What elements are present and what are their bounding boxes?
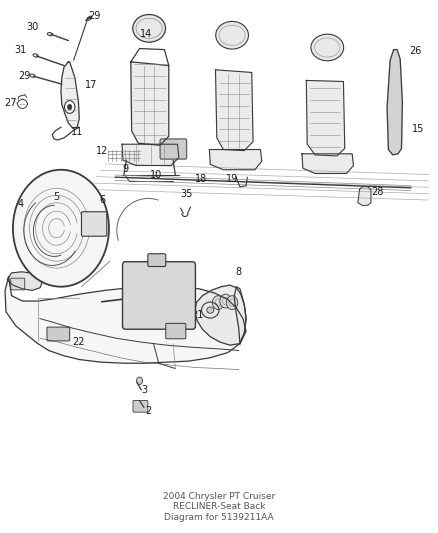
- Text: 11: 11: [71, 127, 83, 137]
- Circle shape: [13, 169, 109, 287]
- Ellipse shape: [311, 34, 344, 61]
- Ellipse shape: [33, 54, 38, 57]
- Ellipse shape: [87, 16, 92, 20]
- Text: 14: 14: [140, 29, 152, 39]
- Text: 21: 21: [191, 310, 203, 320]
- Text: 4: 4: [17, 199, 23, 209]
- Polygon shape: [215, 70, 253, 151]
- Text: 12: 12: [96, 146, 108, 156]
- FancyBboxPatch shape: [11, 278, 25, 290]
- FancyBboxPatch shape: [123, 262, 195, 329]
- Text: 10: 10: [149, 170, 162, 180]
- Text: 26: 26: [409, 46, 422, 56]
- Text: 35: 35: [180, 189, 192, 199]
- Ellipse shape: [207, 307, 214, 313]
- Text: 19: 19: [226, 174, 238, 184]
- Text: 28: 28: [371, 187, 383, 197]
- Text: 6: 6: [99, 195, 105, 205]
- Text: 31: 31: [14, 45, 26, 55]
- FancyBboxPatch shape: [133, 400, 148, 412]
- Circle shape: [67, 104, 72, 110]
- Text: 30: 30: [26, 22, 38, 33]
- Ellipse shape: [30, 74, 35, 77]
- Text: 2004 Chrysler PT Cruiser
RECLINER-Seat Back
Diagram for 5139211AA: 2004 Chrysler PT Cruiser RECLINER-Seat B…: [163, 492, 275, 522]
- Text: 15: 15: [411, 124, 424, 134]
- Circle shape: [226, 296, 238, 310]
- Polygon shape: [302, 154, 353, 173]
- Circle shape: [137, 377, 143, 384]
- Ellipse shape: [47, 33, 53, 36]
- Polygon shape: [131, 62, 169, 146]
- FancyBboxPatch shape: [160, 139, 187, 159]
- Text: 3: 3: [141, 385, 147, 395]
- Text: 2: 2: [145, 406, 152, 416]
- FancyBboxPatch shape: [148, 254, 166, 266]
- FancyBboxPatch shape: [47, 327, 70, 341]
- Polygon shape: [122, 144, 179, 165]
- Ellipse shape: [133, 14, 166, 42]
- Polygon shape: [5, 277, 246, 364]
- FancyBboxPatch shape: [166, 324, 186, 339]
- Polygon shape: [61, 62, 79, 128]
- Circle shape: [64, 101, 75, 114]
- Text: 1: 1: [144, 286, 150, 295]
- Circle shape: [212, 296, 224, 310]
- Polygon shape: [306, 80, 345, 156]
- Polygon shape: [387, 50, 403, 155]
- FancyBboxPatch shape: [81, 212, 107, 236]
- Text: 9: 9: [122, 164, 128, 174]
- Circle shape: [220, 294, 231, 308]
- Polygon shape: [195, 285, 246, 345]
- Polygon shape: [358, 187, 371, 205]
- Text: 22: 22: [72, 337, 85, 347]
- Text: 8: 8: [236, 267, 242, 277]
- Text: 29: 29: [88, 11, 101, 21]
- Text: 29: 29: [18, 71, 31, 81]
- Text: 5: 5: [53, 192, 60, 203]
- Text: 17: 17: [85, 80, 98, 90]
- Text: 18: 18: [195, 174, 208, 184]
- Text: 27: 27: [4, 98, 17, 108]
- Polygon shape: [7, 272, 42, 290]
- Polygon shape: [209, 150, 262, 169]
- Ellipse shape: [216, 21, 248, 49]
